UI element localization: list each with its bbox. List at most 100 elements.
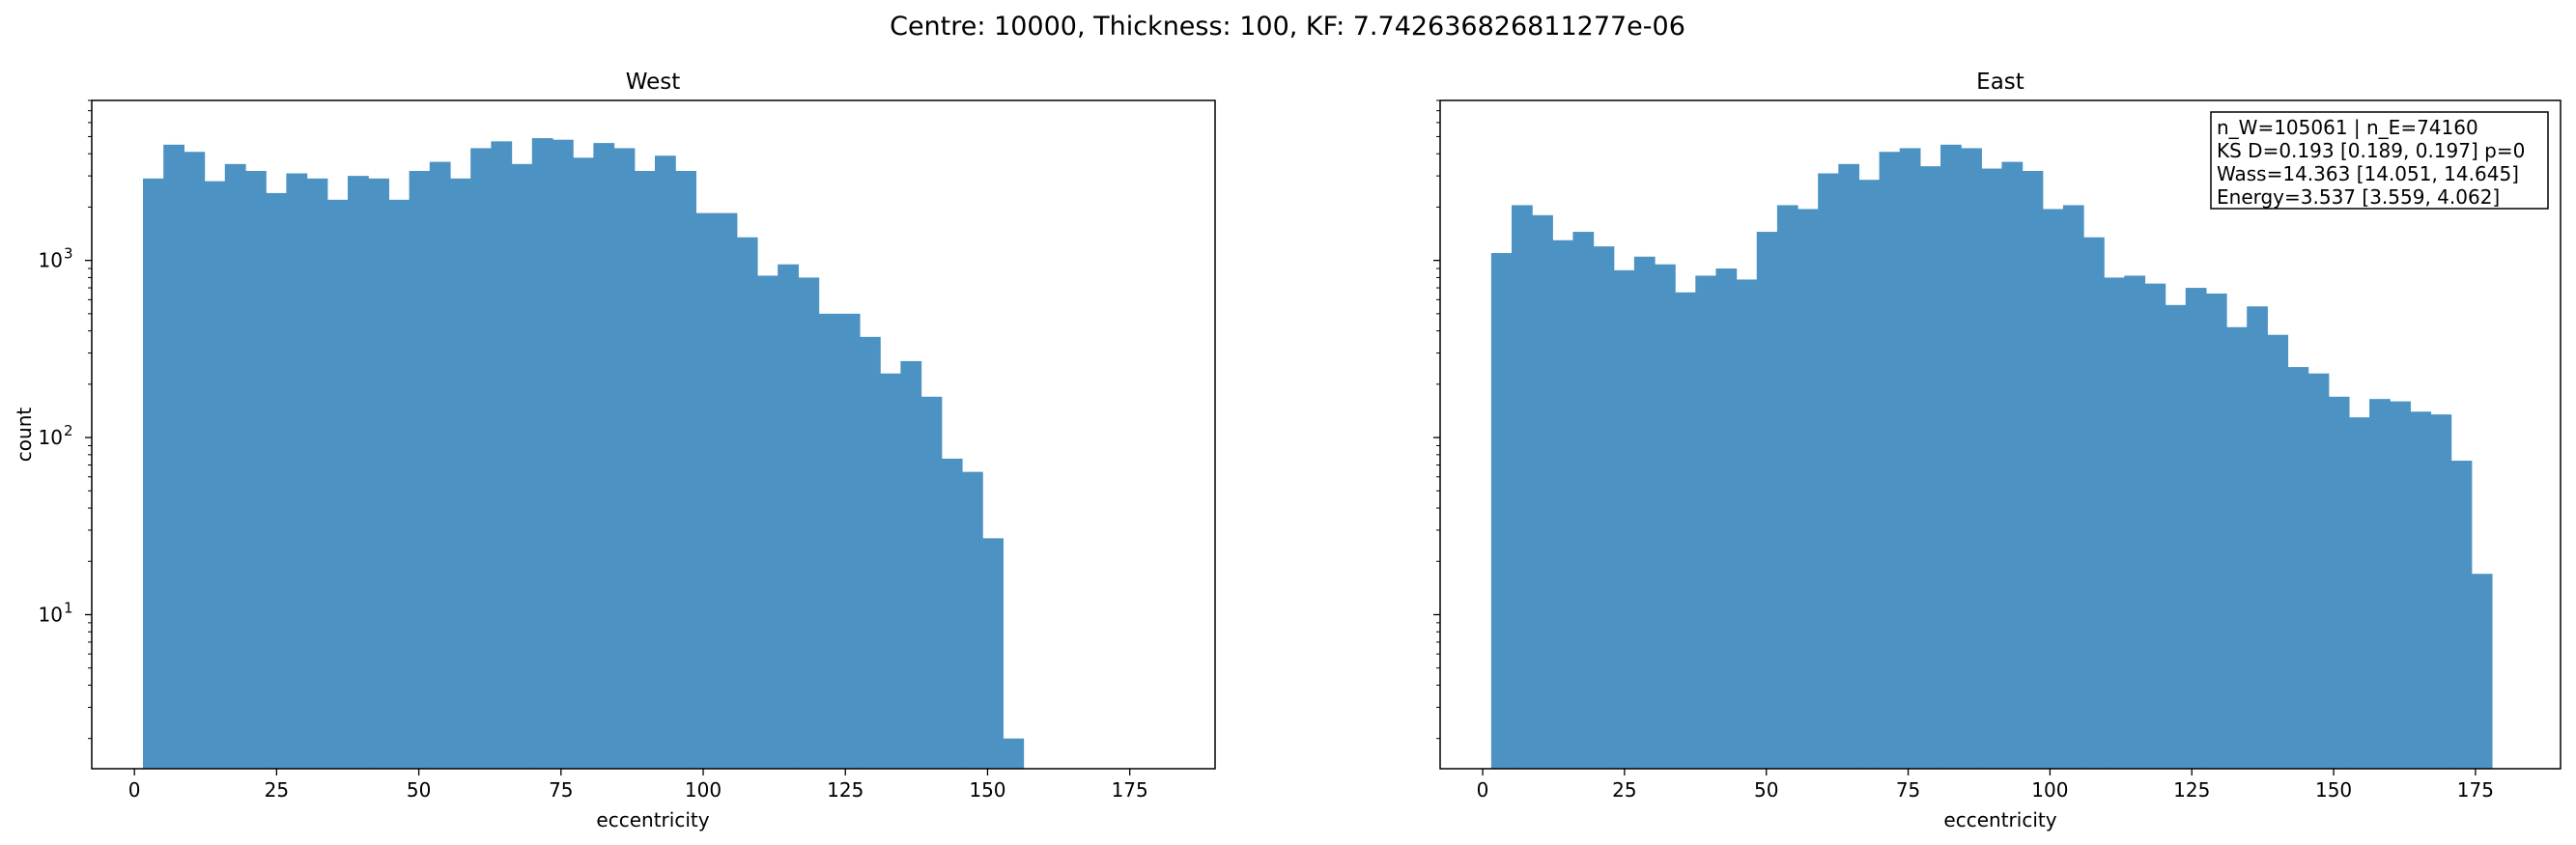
histogram-bar <box>1593 246 1615 769</box>
histogram-bar <box>2022 170 2044 770</box>
stats-annotation-line: Wass=14.363 [14.051, 14.645] <box>2217 162 2519 185</box>
histogram-bar <box>2042 209 2064 769</box>
x-tick-label: 75 <box>549 778 573 802</box>
x-tick-label: 25 <box>1612 778 1636 802</box>
histogram-bar <box>961 471 983 769</box>
west-histogram-bars <box>143 138 1025 770</box>
west-x-axis-label: eccentricity <box>596 808 709 831</box>
histogram-bar <box>2390 401 2411 769</box>
histogram-bar <box>573 157 594 770</box>
histogram-bar <box>2410 411 2432 769</box>
x-tick-label: 125 <box>2173 778 2210 802</box>
east-y-ticks <box>1433 259 1440 616</box>
histogram-bar <box>1919 166 1941 769</box>
histogram-bar <box>163 144 184 769</box>
histogram-bar <box>266 192 287 769</box>
x-tick-label: 0 <box>128 778 141 802</box>
histogram-bar <box>2062 205 2084 769</box>
histogram-bar <box>1003 738 1025 769</box>
histogram-bar <box>2124 275 2146 769</box>
histogram-bar <box>613 148 636 769</box>
y-tick-exponent: 2 <box>64 422 73 439</box>
histogram-bar <box>2450 461 2473 769</box>
histogram-bar <box>244 170 267 770</box>
histogram-bar <box>818 313 840 769</box>
stats-annotation-line: n_W=105061 | n_E=74160 <box>2217 116 2478 139</box>
y-tick-label: 10 <box>39 249 63 272</box>
histogram-bar <box>1633 256 1656 769</box>
histogram-bar <box>2185 288 2207 769</box>
histogram-bar <box>552 139 574 769</box>
stats-annotation-box: n_W=105061 | n_E=74160 KS D=0.193 [0.189… <box>2210 111 2549 210</box>
east-x-axis-label: eccentricity <box>1943 808 2056 831</box>
histogram-bar <box>306 178 328 769</box>
histogram-bar <box>838 313 861 769</box>
histogram-bar <box>2104 277 2125 769</box>
histogram-bar <box>1818 173 1839 769</box>
histogram-bar <box>859 336 881 769</box>
west-axes-frame <box>91 99 1216 770</box>
histogram-bar <box>224 163 246 770</box>
histogram-bar <box>675 170 696 770</box>
histogram-bar <box>1756 232 1778 770</box>
histogram-bar <box>491 141 513 769</box>
x-tick-label: 75 <box>1896 778 1920 802</box>
histogram-bar <box>1736 279 1758 769</box>
x-tick-label: 150 <box>2315 778 2352 802</box>
east-x-ticks: 0 25 50 75 100 125 150 175 <box>1477 769 2494 802</box>
histogram-bar <box>368 178 389 769</box>
stats-annotation-line: Energy=3.537 [3.559, 4.062] <box>2217 185 2500 209</box>
histogram-bar <box>1532 214 1553 769</box>
histogram-bar <box>695 212 718 769</box>
histogram-bar <box>654 155 676 770</box>
histogram-bar <box>920 396 943 769</box>
histogram-bar <box>326 199 349 770</box>
histogram-bar <box>1655 264 1676 770</box>
west-y-axis-label: count <box>13 408 36 463</box>
x-tick-label: 50 <box>1754 778 1778 802</box>
histogram-bar <box>1798 209 1819 769</box>
x-tick-label: 175 <box>2457 778 2494 802</box>
histogram-bar <box>1613 269 1635 770</box>
histogram-bar <box>1490 253 1513 769</box>
histogram-bar <box>470 148 492 769</box>
histogram-bar <box>449 178 471 769</box>
histogram-bar <box>2083 237 2105 770</box>
figure-title: Centre: 10000, Thickness: 100, KF: 7.742… <box>890 12 1685 42</box>
x-tick-label: 25 <box>265 778 289 802</box>
histogram-bar <box>593 143 615 769</box>
histogram-bar <box>2001 161 2024 770</box>
histogram-bar <box>1512 205 1533 769</box>
histogram-bar <box>1776 205 1798 769</box>
histogram-bar <box>634 170 656 770</box>
stats-annotation-frame <box>2210 111 2549 210</box>
histogram-bar <box>2369 399 2391 769</box>
histogram-bar <box>2165 304 2187 769</box>
histogram-bar <box>347 176 369 769</box>
stats-annotation-line: KS D=0.193 [0.189, 0.197] p=0 <box>2217 139 2525 162</box>
x-tick-label: 50 <box>407 778 431 802</box>
histogram-bar <box>880 373 901 769</box>
histogram-bar <box>2328 396 2350 769</box>
histogram-bar <box>286 173 308 769</box>
x-tick-label: 150 <box>969 778 1005 802</box>
histogram-bar <box>2144 283 2166 769</box>
histogram-bar <box>900 360 922 769</box>
histogram-bar <box>2287 367 2309 769</box>
histogram-bar <box>143 178 164 769</box>
histogram-bar <box>2267 334 2289 769</box>
x-tick-label: 100 <box>685 778 722 802</box>
histogram-bar <box>2247 306 2268 769</box>
histogram-bar <box>409 170 431 770</box>
histogram-bar <box>1675 292 1696 769</box>
x-tick-label: 175 <box>1112 778 1148 802</box>
y-tick-exponent: 3 <box>64 245 73 263</box>
histogram-bar <box>756 275 778 769</box>
histogram-bar <box>1961 148 1982 769</box>
histogram-bar <box>1695 275 1717 769</box>
histogram-bar <box>388 199 410 770</box>
histogram-bar <box>716 212 738 769</box>
histogram-bar <box>2307 373 2330 769</box>
histogram-bar <box>778 264 799 770</box>
